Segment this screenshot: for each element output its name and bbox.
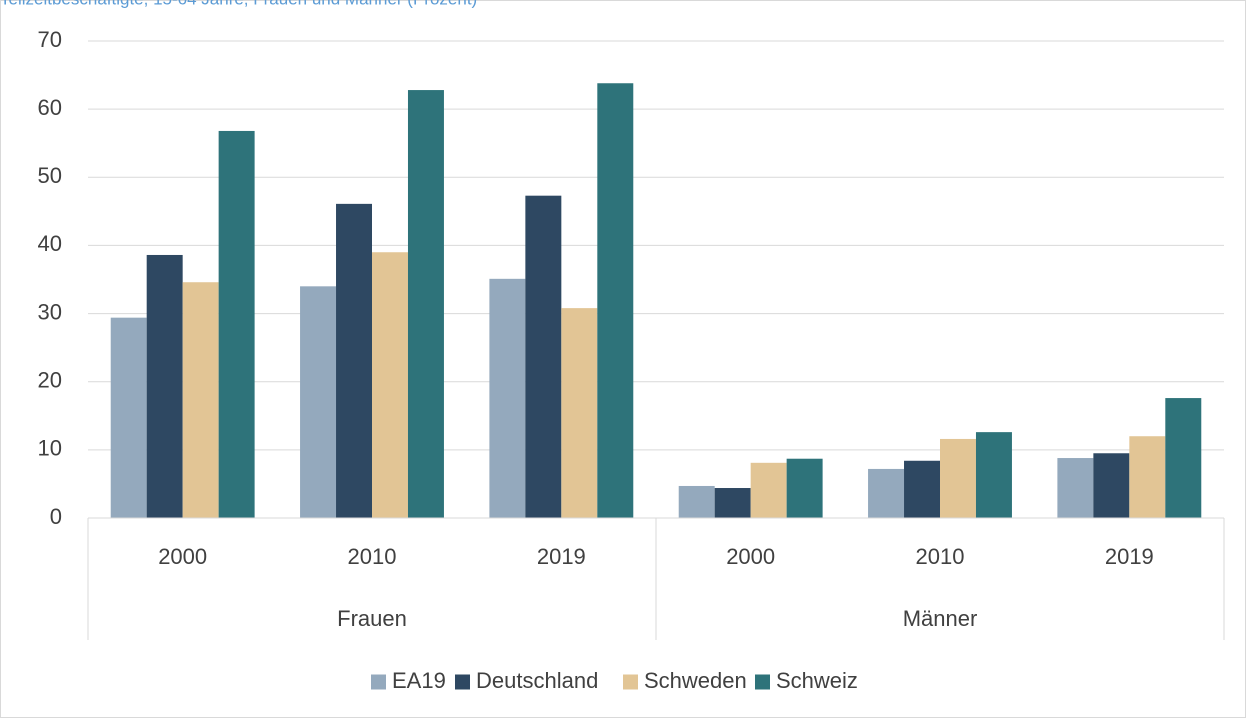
legend-label: Deutschland [476, 668, 598, 693]
bar [714, 488, 751, 518]
bar [525, 195, 562, 519]
group-label: Frauen [337, 606, 407, 631]
bar [1057, 458, 1094, 518]
legend-label: Schweiz [776, 668, 858, 693]
bar [561, 308, 598, 518]
legend-swatch [371, 674, 386, 690]
bar [678, 485, 715, 518]
bar [940, 438, 976, 518]
y-tick-label: 20 [38, 368, 62, 393]
y-tick-label: 30 [38, 299, 62, 324]
bar [336, 203, 372, 518]
bar [182, 282, 219, 518]
x-tick-label: 2000 [726, 544, 775, 569]
x-tick-label: 2010 [916, 544, 965, 569]
bar [1129, 436, 1166, 518]
x-tick-label: 2019 [1105, 544, 1154, 569]
legend-swatch [455, 674, 470, 690]
y-tick-label: 70 [38, 27, 62, 52]
y-tick-label: 50 [38, 163, 62, 188]
legend-label: EA19 [392, 668, 446, 693]
bar [300, 286, 337, 518]
y-tick-label: 10 [38, 436, 62, 461]
x-tick-label: 2010 [348, 544, 397, 569]
bar [975, 432, 1012, 518]
bar [146, 254, 183, 518]
bar [1165, 398, 1202, 518]
bar [786, 458, 823, 518]
bar [904, 460, 940, 518]
legend-swatch [623, 674, 638, 690]
legend-label: Schweden [644, 668, 747, 693]
legend-swatch [755, 674, 770, 690]
group-label: Männer [903, 606, 978, 631]
y-tick-label: 0 [50, 504, 62, 529]
chart-title: Teilzeitbeschäftigte, 15-64 Jahre, Fraue… [0, 0, 477, 8]
bar [372, 252, 408, 518]
bar [750, 462, 787, 518]
bar [218, 130, 255, 518]
y-tick-label: 40 [38, 231, 62, 256]
bar [868, 468, 905, 518]
bar [407, 90, 444, 518]
y-tick-label: 60 [38, 95, 62, 120]
bar [110, 317, 147, 518]
bar [489, 278, 526, 518]
bar [597, 83, 634, 519]
bar [1093, 453, 1130, 518]
x-tick-label: 2019 [537, 544, 586, 569]
x-tick-label: 2000 [158, 544, 207, 569]
